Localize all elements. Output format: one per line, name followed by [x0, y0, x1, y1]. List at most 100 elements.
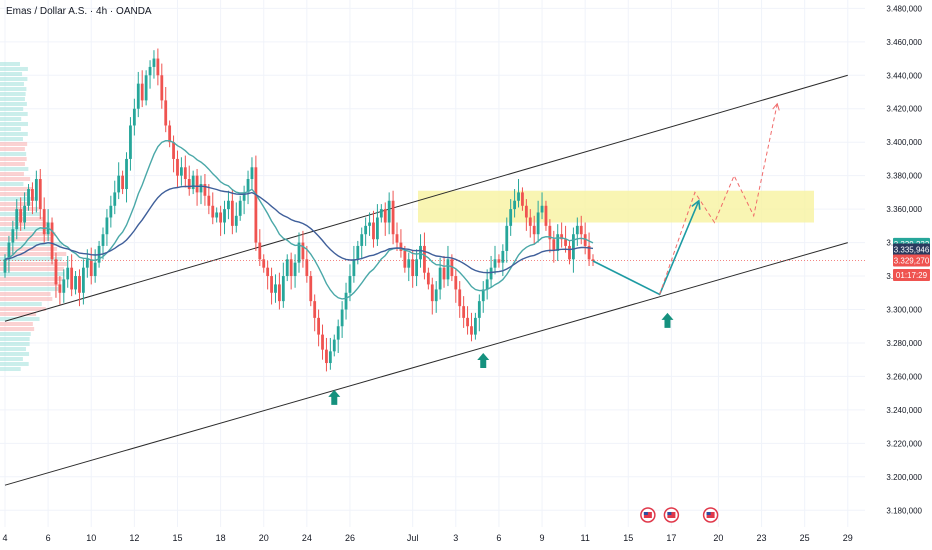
candle-body	[505, 225, 509, 251]
volume-profile-bar	[0, 277, 63, 281]
candle-body	[572, 234, 575, 260]
volume-profile-bar	[0, 157, 27, 161]
candle-body	[403, 250, 407, 268]
volume-profile-bar	[0, 72, 23, 76]
candle-body	[348, 276, 352, 293]
volume-profile-bar	[0, 127, 21, 131]
candle-body	[321, 334, 324, 350]
volume-profile-bar	[0, 122, 29, 126]
volume-profile-bar	[0, 237, 53, 241]
candle-body	[156, 58, 160, 76]
candle-body	[38, 179, 42, 210]
price-tick-label: 3.400,000	[886, 138, 922, 147]
volume-profile-bar	[0, 222, 48, 226]
candle-body	[376, 217, 379, 240]
candle-body	[266, 267, 270, 277]
volume-profile-bar	[0, 302, 42, 306]
volume-profile-bar	[0, 67, 28, 71]
candle-body	[579, 225, 583, 235]
price-tick-label: 3.420,000	[886, 105, 922, 114]
candle-body	[524, 205, 528, 218]
candle-body	[262, 259, 266, 268]
candle-body	[352, 259, 356, 277]
candle-body	[246, 179, 250, 193]
time-tick-label: 15	[623, 533, 633, 543]
candle-body	[176, 158, 179, 176]
candle-body	[501, 250, 505, 263]
candle-body	[383, 209, 387, 223]
resistance-zone	[418, 190, 814, 223]
candle-body	[164, 100, 168, 126]
volume-profile-bar	[0, 357, 23, 361]
price-badge	[893, 254, 930, 267]
candle-body	[278, 284, 281, 302]
event-flag-icon	[663, 507, 680, 523]
volume-profile-bar	[0, 322, 33, 326]
candle-body	[203, 184, 207, 196]
volume-profile-bar	[0, 267, 65, 271]
candle-body	[223, 209, 226, 223]
candle-body	[250, 167, 254, 180]
time-tick-label: 17	[666, 533, 676, 543]
time-tick-label: 9	[540, 533, 545, 543]
candle-body	[258, 242, 262, 260]
volume-profile-bar	[0, 352, 30, 356]
candle-body	[274, 284, 277, 293]
volume-profile-bar	[0, 362, 29, 366]
volume-profile-bar	[0, 137, 23, 141]
price-tick-label: 3.360,000	[886, 205, 922, 214]
event-flag-canton	[643, 512, 648, 515]
candle-body	[93, 262, 97, 277]
volume-profile-bar	[0, 132, 28, 136]
candle-body	[356, 245, 360, 260]
candle-body	[191, 175, 195, 190]
candle-body	[442, 267, 446, 280]
candle-body	[3, 259, 7, 273]
candle-body	[187, 179, 191, 190]
candle-body	[58, 284, 62, 293]
candle-body	[423, 245, 426, 273]
candle-body	[109, 205, 113, 218]
candle-body	[152, 58, 156, 67]
price-tick-label: 3.440,000	[886, 71, 922, 80]
candle-body	[31, 189, 34, 201]
candle-body	[391, 200, 395, 235]
candle-body	[270, 276, 273, 293]
volume-profile-bar	[0, 177, 31, 181]
candle-body	[336, 326, 340, 340]
volume-profile-bar	[0, 77, 28, 81]
time-tick-label: 12	[129, 533, 139, 543]
candle-body	[23, 205, 26, 223]
candle-body	[7, 242, 11, 260]
event-flag-canton	[706, 512, 711, 515]
candle-body	[242, 192, 246, 201]
candle-body	[470, 326, 473, 335]
price-badge	[893, 269, 930, 282]
time-tick-label: 20	[713, 533, 723, 543]
candle-body	[426, 272, 430, 285]
candle-body	[78, 276, 81, 293]
candle-body	[360, 234, 364, 246]
candle-body	[211, 205, 215, 218]
volume-profile-bar	[0, 297, 53, 301]
price-axis: 3.480,000 3.460,000 3.440,000 3.420,000 3.40…	[886, 4, 930, 515]
volume-profile-bar	[0, 62, 21, 66]
candle-body	[305, 259, 309, 277]
projection-path	[592, 200, 700, 296]
candle-body	[230, 200, 234, 226]
candle-body	[183, 167, 187, 180]
price-tick-label: 3.220,000	[886, 439, 922, 448]
candle-body	[477, 301, 481, 318]
candle-body	[438, 267, 442, 290]
candle-body	[344, 292, 348, 310]
volume-profile-bar	[0, 107, 24, 111]
volume-profile-bar	[0, 327, 35, 331]
candle-body	[458, 289, 462, 307]
candle-body	[564, 239, 567, 246]
volume-profile-bar	[0, 232, 56, 236]
candle-body	[466, 317, 469, 327]
candle-body	[195, 175, 199, 193]
candle-body	[474, 317, 477, 335]
